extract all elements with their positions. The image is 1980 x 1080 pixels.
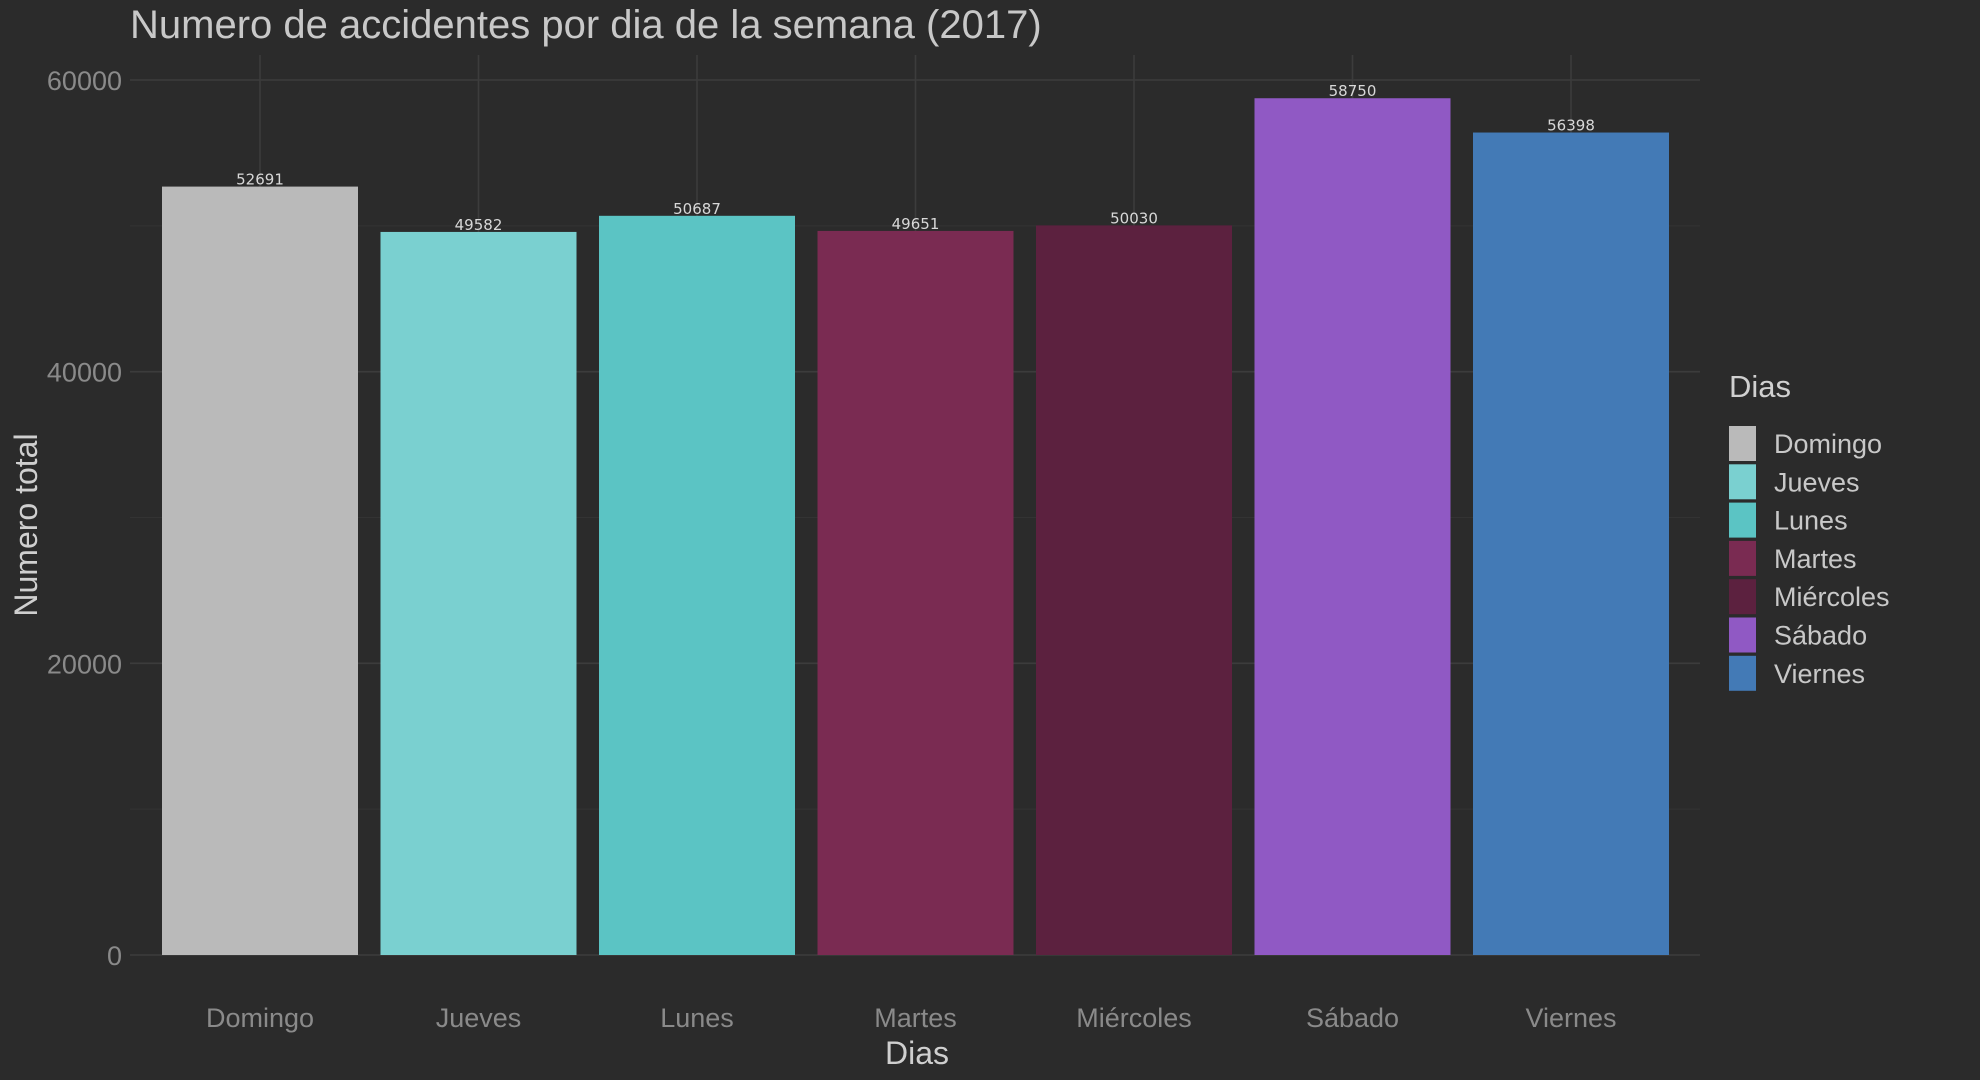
y-tick-label: 0: [107, 941, 122, 971]
legend-key: [1729, 617, 1756, 653]
legend-label: Domingo: [1774, 429, 1882, 459]
legend: Dias Domingo Jueves Lunes Martes Miércoles Sá…: [1729, 369, 1890, 691]
legend-label: Miércoles: [1774, 582, 1890, 612]
x-axis-title: Dias: [885, 1035, 949, 1071]
legend-key: [1729, 579, 1756, 615]
y-tick-label: 60000: [47, 66, 122, 96]
data-label: 50030: [1110, 209, 1158, 227]
chart-title: Numero de accidentes por dia de la seman…: [130, 3, 1042, 47]
x-tick-label: Domingo: [206, 1003, 314, 1033]
data-label: 52691: [236, 171, 284, 189]
y-axis-title: Numero total: [8, 433, 44, 616]
data-label: 50687: [673, 200, 721, 218]
legend-key: [1729, 540, 1756, 576]
bars: [162, 98, 1669, 956]
data-label: 49651: [892, 215, 940, 233]
legend-key: [1729, 502, 1756, 538]
bar-domingo: [162, 186, 358, 955]
y-axis-ticks: 0 20000 40000 60000: [47, 66, 122, 971]
x-tick-label: Viernes: [1525, 1003, 1616, 1033]
legend-key: [1729, 426, 1756, 461]
x-tick-label: Jueves: [436, 1003, 522, 1033]
legend-key: [1729, 464, 1756, 500]
legend-key: [1729, 655, 1756, 691]
data-labels: 52691 49582 50687 49651 50030 58750 56398: [236, 82, 1595, 234]
legend-label: Martes: [1774, 544, 1857, 574]
bar-martes: [817, 230, 1014, 955]
bar-lunes: [599, 215, 795, 956]
data-label: 49582: [455, 216, 503, 234]
legend-title: Dias: [1729, 369, 1791, 404]
x-axis-ticks: Domingo Jueves Lunes Martes Miércoles Sábado V…: [206, 1003, 1617, 1033]
bar-sábado: [1254, 98, 1451, 955]
y-tick-label: 40000: [47, 358, 122, 388]
x-tick-label: Martes: [874, 1003, 957, 1033]
legend-label: Lunes: [1774, 506, 1848, 536]
x-tick-label: Miércoles: [1076, 1003, 1192, 1033]
legend-label: Viernes: [1774, 659, 1865, 689]
bar-miércoles: [1036, 225, 1232, 956]
x-tick-label: Sábado: [1306, 1003, 1399, 1033]
data-label: 58750: [1329, 82, 1377, 100]
data-label: 56398: [1547, 117, 1595, 135]
bar-viernes: [1473, 132, 1669, 955]
x-tick-label: Lunes: [660, 1003, 734, 1033]
legend-label: Jueves: [1774, 467, 1860, 497]
y-tick-label: 20000: [47, 649, 122, 679]
bar-jueves: [380, 231, 577, 955]
legend-label: Sábado: [1774, 621, 1867, 651]
